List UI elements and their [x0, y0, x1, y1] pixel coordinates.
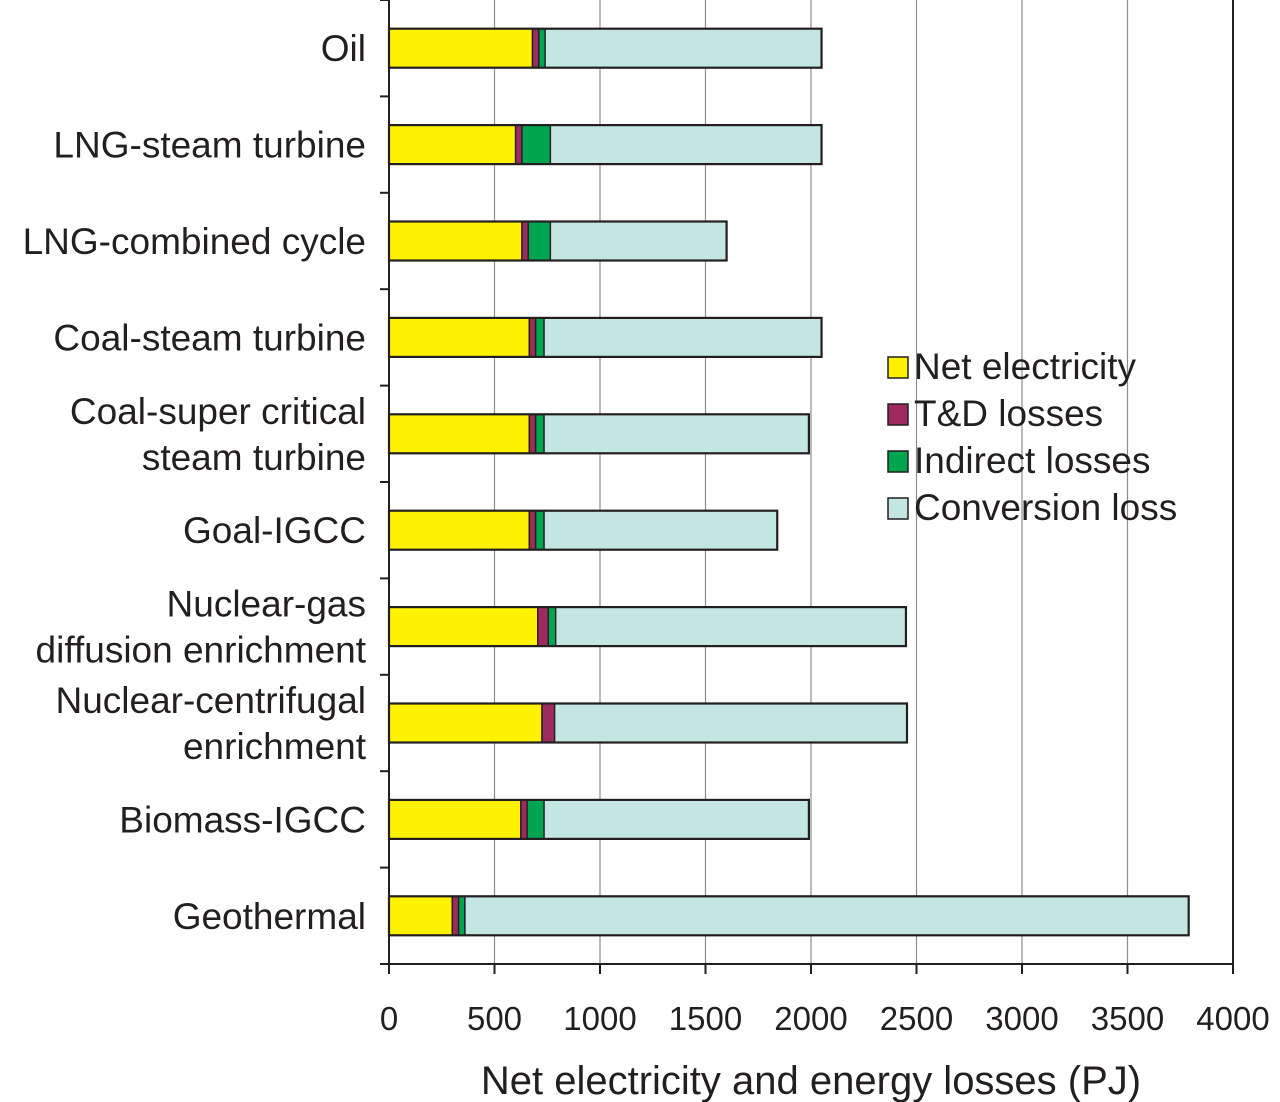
bar-segment [534, 510, 545, 551]
category-label-line: LNG-combined cycle [23, 221, 366, 262]
bar-segment [464, 895, 1190, 936]
bar-segment [528, 510, 537, 551]
bar-segment [388, 317, 531, 358]
legend-label: Conversion loss [914, 487, 1177, 528]
x-tick-label: 1500 [669, 1000, 742, 1037]
bar-segment [388, 702, 543, 744]
bar-segment [554, 606, 907, 647]
category-label: Coal-super critical steam turbine [70, 391, 366, 478]
category-label-line: Nuclear-centrifugal [55, 680, 366, 721]
bar-segment [537, 606, 550, 647]
legend: Net electricity T&D losses Indirect losses… [887, 346, 1177, 528]
bar-segment [451, 895, 460, 936]
bar-segment [541, 702, 556, 744]
bar-segment [388, 510, 531, 551]
bar-segment [528, 317, 537, 358]
x-tick-label: 2500 [880, 1000, 953, 1037]
bar-segment [549, 124, 823, 165]
bar-segment [543, 413, 810, 454]
legend-swatch [887, 403, 909, 426]
bar-segment [388, 220, 523, 262]
category-label: LNG-steam turbine [53, 125, 366, 166]
bar-segment [457, 895, 466, 936]
category-label-line: Geothermal [173, 896, 366, 937]
bar-segment [544, 28, 823, 69]
category-label-line: Biomass-IGCC [119, 799, 366, 840]
x-axis-label: Net electricity and energy losses (PJ) [481, 1059, 1141, 1102]
category-label-line: Coal-super critical [70, 391, 366, 432]
bar-segment [553, 702, 908, 744]
category-label: Coal-steam turbine [53, 317, 366, 358]
axes [380, 0, 1234, 974]
bar-segment [547, 606, 557, 647]
x-tick-label: 3500 [1091, 1000, 1164, 1037]
bar-segment [526, 799, 545, 840]
category-label-line: LNG-steam turbine [53, 125, 366, 166]
bar-segment [538, 28, 546, 69]
bar-segment [521, 220, 529, 262]
bar-segment [534, 413, 545, 454]
bar-segment [388, 606, 539, 647]
category-label-line: Nuclear-gas [167, 584, 366, 625]
category-label: Nuclear-centrifugal enrichment [55, 680, 366, 767]
legend-label: Net electricity [914, 346, 1137, 387]
category-label: Biomass-IGCC [119, 799, 366, 840]
bar-segment [543, 510, 778, 551]
bar-segment [543, 317, 823, 358]
legend-swatch [887, 450, 909, 473]
bar-segment [388, 895, 453, 936]
bar-segment [520, 799, 528, 840]
bar-segment [543, 799, 810, 840]
legend-swatch [887, 356, 909, 379]
category-label: Oil [321, 28, 366, 69]
legend-swatch [887, 497, 909, 520]
x-tick-label: 1000 [563, 1000, 636, 1037]
category-label: Goal-IGCC [183, 510, 366, 551]
x-tick-label: 0 [380, 1000, 398, 1037]
legend-label: T&D losses [914, 393, 1103, 434]
category-label-line: Oil [321, 28, 366, 69]
bar-segment [388, 124, 517, 165]
category-label-line: Coal-steam turbine [53, 317, 366, 358]
bar-segment [527, 220, 552, 262]
bar-segment [521, 124, 552, 165]
category-labels: Oil LNG-steam turbine LNG-combined cycle Co… [23, 28, 367, 937]
bars [387, 27, 1190, 937]
bar-segment [388, 799, 522, 840]
bar-segment [388, 28, 534, 69]
bar-segment [528, 413, 537, 454]
bar-segment [534, 317, 545, 358]
category-label-line: enrichment [183, 726, 367, 767]
bar-segment [549, 220, 728, 262]
category-label-line: diffusion enrichment [36, 630, 367, 671]
x-tick-label: 500 [467, 1000, 522, 1037]
x-tick-label: 2000 [774, 1000, 847, 1037]
bar-segment [514, 124, 523, 165]
bar-segment [388, 413, 531, 454]
bar-segment [531, 28, 540, 69]
category-label-line: steam turbine [142, 437, 366, 478]
category-label-line: Goal-IGCC [183, 510, 366, 551]
x-tick-label: 3000 [985, 1000, 1058, 1037]
category-label: Nuclear-gas diffusion enrichment [36, 584, 367, 671]
category-label: Geothermal [173, 896, 366, 937]
x-tick-label: 4000 [1196, 1000, 1269, 1037]
category-label: LNG-combined cycle [23, 221, 366, 262]
x-tick-labels: 0 500 1000 1500 2000 2500 3000 3500 4000 [380, 1000, 1270, 1037]
legend-label: Indirect losses [914, 440, 1151, 481]
